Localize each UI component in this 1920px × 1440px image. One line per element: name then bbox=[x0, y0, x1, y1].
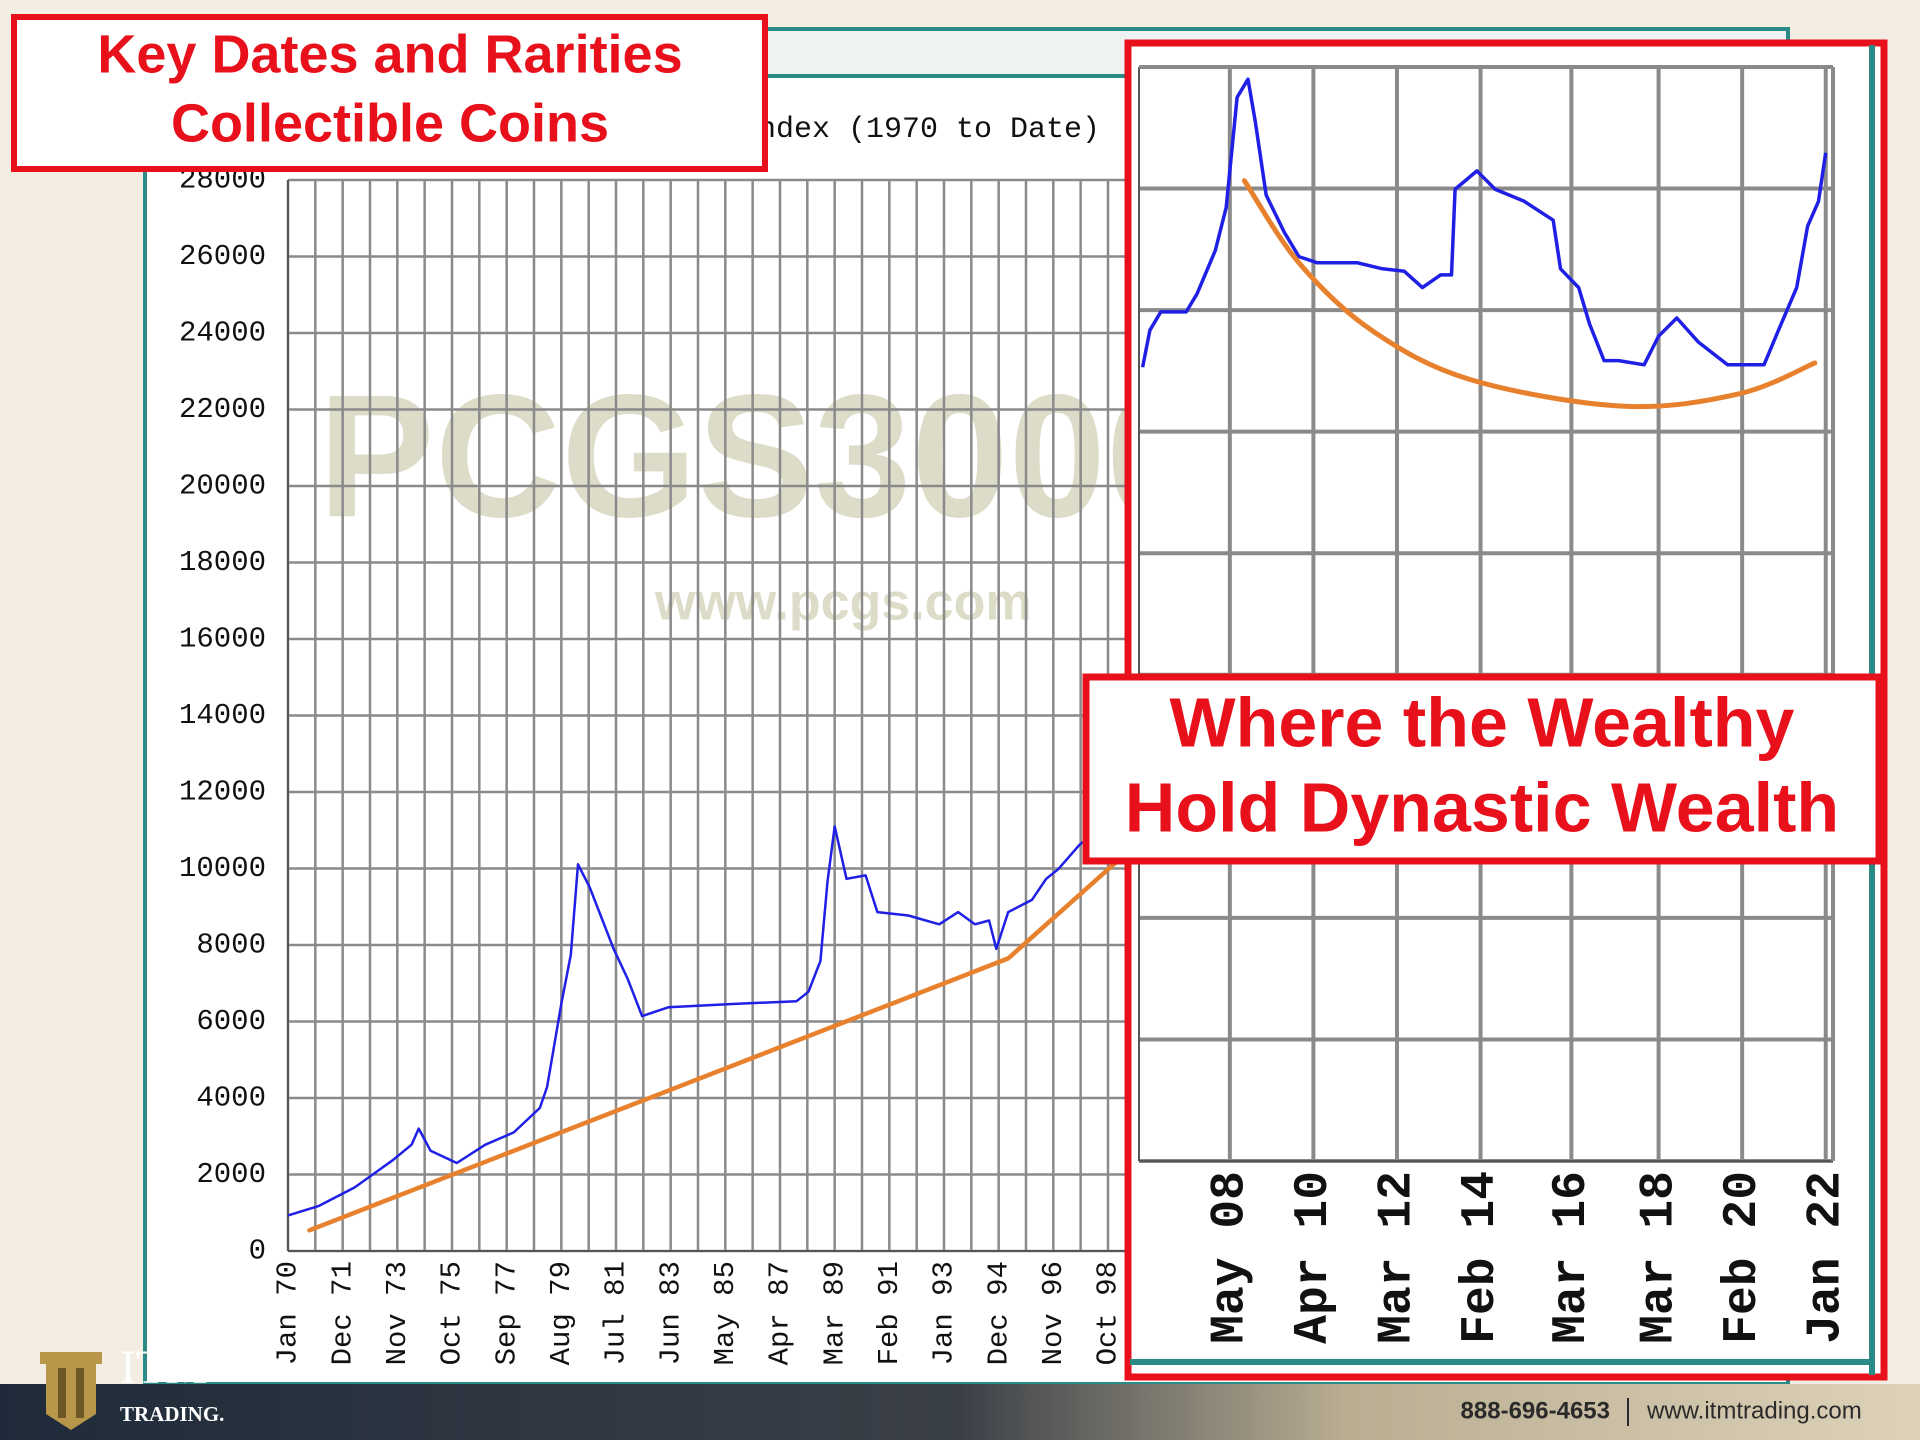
x-tick-label: Apr 87 bbox=[764, 1261, 797, 1365]
x-tick-label: Sep 77 bbox=[490, 1261, 523, 1365]
x-tick-label: Dec 71 bbox=[326, 1261, 359, 1365]
x-tick-label: May 08 bbox=[1204, 1171, 1258, 1344]
x-tick-label: Jan 22 bbox=[1799, 1171, 1853, 1344]
x-tick-label: Mar 89 bbox=[818, 1261, 851, 1365]
x-tick-label: Mar 16 bbox=[1545, 1171, 1599, 1344]
main-chart: PCGS3000 www.pcgs.com 0 2000 4000 6000 8000 100… bbox=[179, 113, 1780, 1365]
y-tick-label: 18000 bbox=[179, 546, 266, 579]
y-tick-label: 26000 bbox=[179, 240, 266, 273]
x-tick-label: Feb 14 bbox=[1454, 1171, 1508, 1344]
y-tick-label: 2000 bbox=[196, 1158, 266, 1191]
logo-icon bbox=[40, 1352, 102, 1430]
x-tick-label: Jun 83 bbox=[654, 1261, 687, 1365]
logo-icon-bar bbox=[76, 1368, 84, 1418]
y-tick-label: 16000 bbox=[179, 623, 266, 656]
callout-text: Where the Wealthy bbox=[1170, 683, 1795, 761]
footer-bar bbox=[0, 1384, 1920, 1440]
watermark: www.pcgs.com bbox=[654, 574, 1032, 632]
logo-text: ITM bbox=[120, 1341, 208, 1394]
x-tick-label: Mar 12 bbox=[1371, 1171, 1425, 1344]
trend-line bbox=[1241, 178, 1818, 410]
y-tick-label: 6000 bbox=[196, 1005, 266, 1038]
logo-icon-bar bbox=[58, 1368, 66, 1418]
x-tick-label: Jan 93 bbox=[928, 1261, 961, 1365]
y-tick-label: 14000 bbox=[179, 699, 266, 732]
y-tick-label: 10000 bbox=[179, 852, 266, 885]
x-tick-label: Aug 79 bbox=[545, 1261, 578, 1365]
callout-text: Hold Dynastic Wealth bbox=[1125, 768, 1839, 846]
trend-line bbox=[307, 860, 1118, 1233]
data-line bbox=[287, 801, 1128, 1217]
callout-box bbox=[11, 14, 768, 172]
chart-title: ndex (1970 to Date) bbox=[758, 113, 1100, 147]
y-tick-label: 22000 bbox=[179, 393, 266, 426]
x-tick-label: Nov 73 bbox=[381, 1261, 414, 1365]
x-tick-label: May 85 bbox=[709, 1261, 742, 1365]
x-tick-label: Oct 98 bbox=[1092, 1261, 1125, 1365]
watermark: PCGS3000 bbox=[318, 359, 1203, 554]
callout-text: Collectible Coins bbox=[171, 93, 609, 153]
x-tick-label: Jul 81 bbox=[600, 1261, 633, 1365]
footer-phone: 888-696-4653 bbox=[1461, 1397, 1610, 1424]
y-tick-label: 8000 bbox=[196, 929, 266, 962]
x-tick-label: Mar 18 bbox=[1632, 1171, 1686, 1344]
x-tick-label: Dec 94 bbox=[982, 1261, 1015, 1365]
y-tick-label: 0 bbox=[249, 1235, 266, 1268]
callout-text: Key Dates and Rarities bbox=[97, 24, 682, 84]
data-line bbox=[1140, 77, 1828, 368]
y-tick-label: 20000 bbox=[179, 470, 266, 503]
x-tick-label: Oct 75 bbox=[436, 1261, 469, 1365]
x-tick-label: Jan 70 bbox=[272, 1261, 305, 1365]
x-tick-label: Apr 10 bbox=[1287, 1171, 1341, 1344]
y-tick-label: 24000 bbox=[179, 317, 266, 350]
x-tick-label: Nov 96 bbox=[1037, 1261, 1070, 1365]
callout-box bbox=[1082, 673, 1883, 865]
x-tick-label: Feb 20 bbox=[1716, 1171, 1770, 1344]
logo-subtext: TRADING. bbox=[120, 1402, 224, 1426]
y-tick-label: 4000 bbox=[196, 1082, 266, 1115]
x-tick-label: Feb 91 bbox=[873, 1261, 906, 1365]
footer-website: www.itmtrading.com bbox=[1646, 1397, 1862, 1424]
y-tick-label: 12000 bbox=[179, 776, 266, 809]
